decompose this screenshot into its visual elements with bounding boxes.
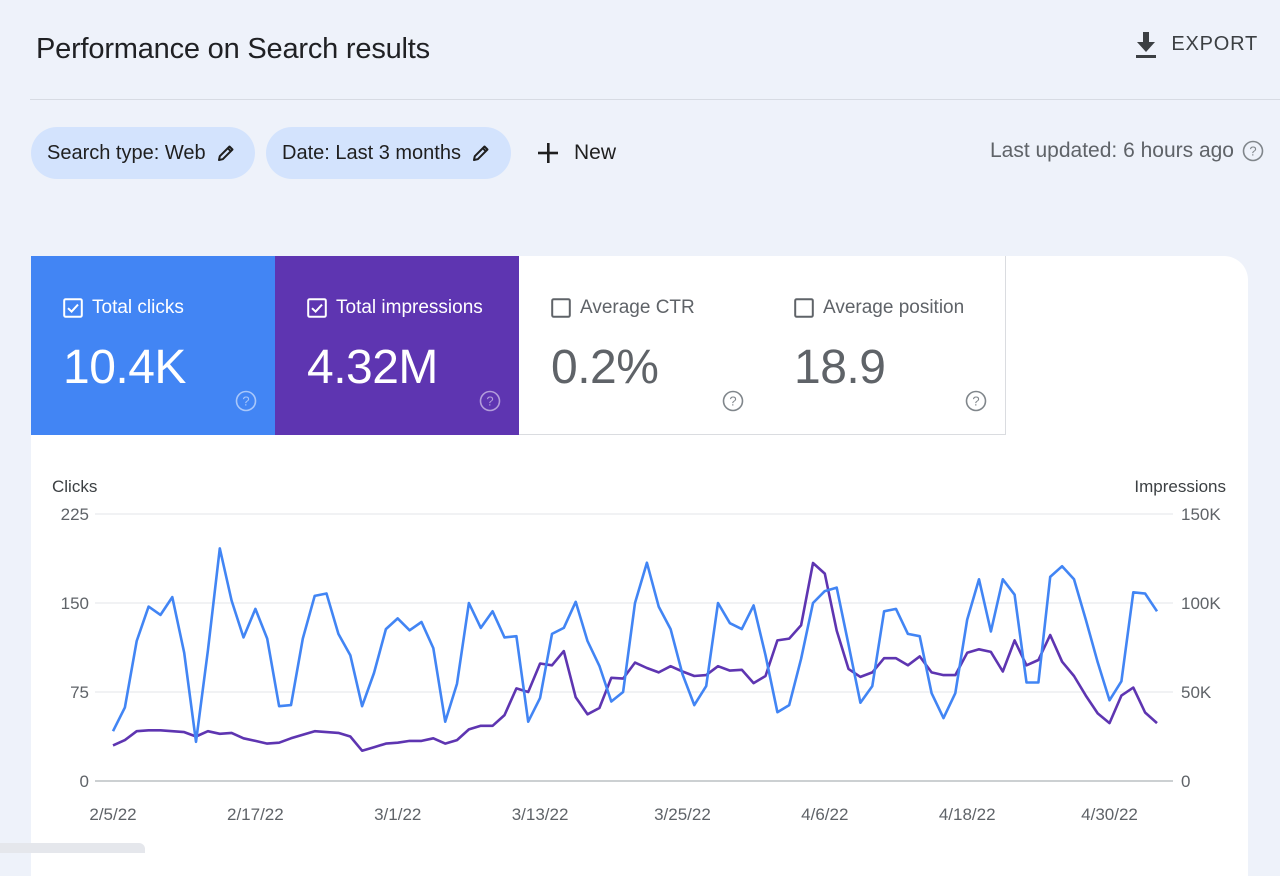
export-button[interactable]: EXPORT [1135, 30, 1258, 58]
metric-value: 10.4K [63, 341, 186, 394]
date-filter-chip[interactable]: Date: Last 3 months [266, 127, 511, 179]
pencil-icon [217, 145, 234, 161]
new-filter-button[interactable]: New [536, 135, 616, 171]
series-line-clicks [111, 547, 1159, 744]
svg-text:?: ? [242, 394, 249, 409]
checkbox-checked-icon[interactable] [63, 298, 83, 318]
metric-label: Average position [823, 297, 965, 318]
search-type-filter-label: Search type: Web [47, 141, 206, 164]
y-right-axis-label: Impressions [1134, 477, 1226, 496]
help-icon[interactable]: ? [1242, 140, 1264, 162]
page-title: Performance on Search results [36, 33, 430, 65]
x-tick-label: 3/25/22 [654, 805, 711, 824]
last-updated: Last updated: 6 hours ago ? [990, 139, 1264, 163]
y-right-tick-label: 150K [1181, 505, 1221, 524]
checkbox-unchecked-icon[interactable] [794, 298, 814, 318]
last-updated-label: Last updated: 6 hours ago [989, 139, 1234, 162]
metric-label: Total impressions [336, 297, 483, 318]
svg-text:?: ? [486, 394, 493, 409]
performance-card: Total clicks 10.4K ? Total impressions 4… [31, 256, 1248, 876]
metric-value: 4.32M [307, 341, 438, 394]
checkbox-checked-icon[interactable] [307, 298, 327, 318]
x-tick-label: 4/6/22 [801, 805, 848, 824]
x-tick-label: 2/17/22 [227, 805, 284, 824]
metric-total-impressions[interactable]: Total impressions 4.32M ? [275, 256, 519, 435]
x-tick-label: 2/5/22 [89, 805, 136, 824]
metric-value: 18.9 [794, 341, 886, 394]
y-right-tick-label: 50K [1181, 683, 1212, 702]
header-divider [30, 99, 1280, 100]
svg-text:?: ? [1249, 144, 1256, 159]
metric-label: Total clicks [92, 297, 184, 318]
plus-icon [538, 143, 558, 163]
y-left-axis-label: Clicks [52, 477, 97, 496]
svg-text:?: ? [729, 394, 736, 409]
date-filter-label: Date: Last 3 months [282, 141, 461, 164]
metric-label: Average CTR [580, 297, 695, 318]
help-icon[interactable]: ? [479, 390, 501, 412]
help-icon[interactable]: ? [965, 390, 987, 412]
x-tick-label: 4/18/22 [939, 805, 996, 824]
y-left-tick-label: 150 [61, 594, 89, 613]
export-label: EXPORT [1171, 32, 1258, 55]
metric-value: 0.2% [551, 341, 659, 394]
y-left-tick-label: 75 [70, 683, 89, 702]
series-line-impressions [112, 561, 1158, 753]
new-filter-label: New [574, 141, 617, 164]
help-icon[interactable]: ? [235, 390, 257, 412]
search-type-filter-chip[interactable]: Search type: Web [31, 127, 255, 179]
x-tick-label: 4/30/22 [1081, 805, 1138, 824]
page-header: Performance on Search results EXPORT [0, 0, 1280, 100]
metric-total-clicks[interactable]: Total clicks 10.4K ? [31, 256, 275, 435]
x-tick-label: 3/13/22 [512, 805, 569, 824]
download-icon [1136, 32, 1157, 58]
y-right-tick-label: 0 [1181, 772, 1190, 791]
y-left-tick-label: 225 [61, 505, 89, 524]
help-icon[interactable]: ? [722, 390, 744, 412]
y-left-tick-label: 0 [80, 772, 89, 791]
x-tick-label: 3/1/22 [374, 805, 421, 824]
pencil-icon [472, 145, 489, 161]
metric-average-position[interactable]: Average position 18.9 ? [762, 256, 1006, 435]
svg-text:?: ? [972, 394, 979, 409]
metric-average-ctr[interactable]: Average CTR 0.2% ? [519, 256, 763, 435]
scroll-strip [0, 843, 145, 853]
y-right-tick-label: 100K [1181, 594, 1221, 613]
checkbox-unchecked-icon[interactable] [551, 298, 571, 318]
